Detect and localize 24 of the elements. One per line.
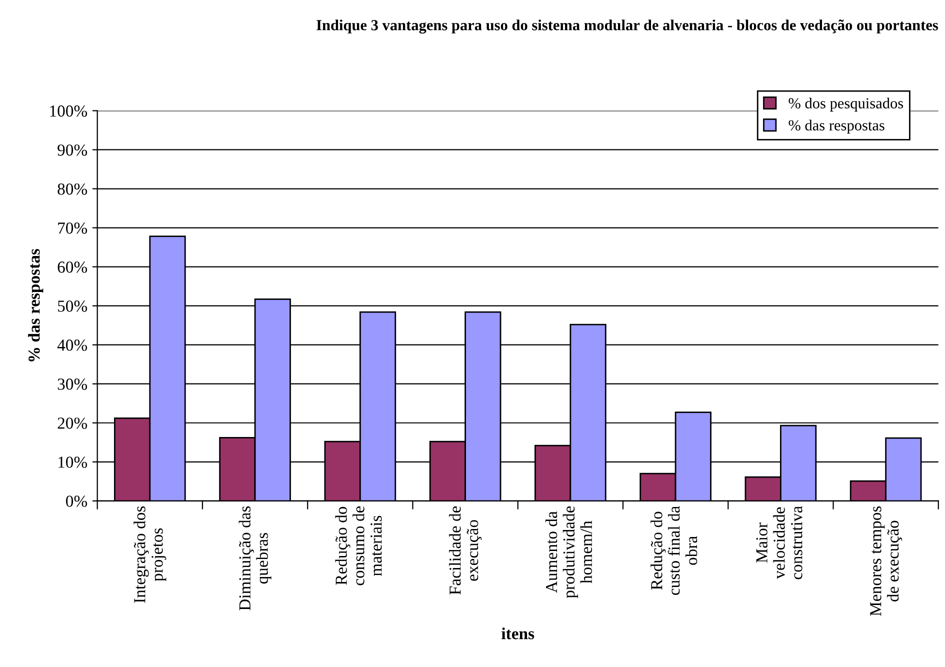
x-tick-label: Redução do consumo de materiais xyxy=(335,506,382,586)
x-tick-label: Maior velocidade construtiva xyxy=(756,506,802,580)
y-tick-label: 40% xyxy=(57,340,88,351)
x-tick-label: Menores tempos de execução xyxy=(870,506,902,616)
y-tick-label: 60% xyxy=(58,262,88,273)
x-tick-label: Diminuição das quebras xyxy=(238,506,272,610)
legend-label: % das respostas xyxy=(788,120,884,134)
x-tick-label: Aumento da produtividade homem/h xyxy=(545,506,592,598)
y-tick-label: 80% xyxy=(58,183,88,195)
y-tick-label: 10% xyxy=(58,456,88,468)
y-tick-label: 0% xyxy=(66,496,88,507)
y-tick-label: 70% xyxy=(58,222,88,234)
y-tick-label: 20% xyxy=(58,418,88,429)
y-tick-label: 30% xyxy=(58,378,88,390)
y-axis-title: % das respostas xyxy=(28,248,44,362)
chart-title: Indique 3 vantagens para uso do sistema modular de alvenaria - blocos de vedação ou portantes xyxy=(316,20,938,34)
legend-label: % dos pesquisados xyxy=(788,98,904,112)
y-tick-label: 90% xyxy=(58,144,88,156)
x-axis-title: itens xyxy=(502,628,534,640)
y-tick-label: 100% xyxy=(50,105,88,117)
x-tick-label: Integração dos projetos xyxy=(134,506,166,603)
x-tick-label: Redução do custo final da obra xyxy=(650,506,698,595)
y-tick-label: 50% xyxy=(58,300,88,312)
x-tick-label: Facilidade de execução xyxy=(449,506,482,595)
